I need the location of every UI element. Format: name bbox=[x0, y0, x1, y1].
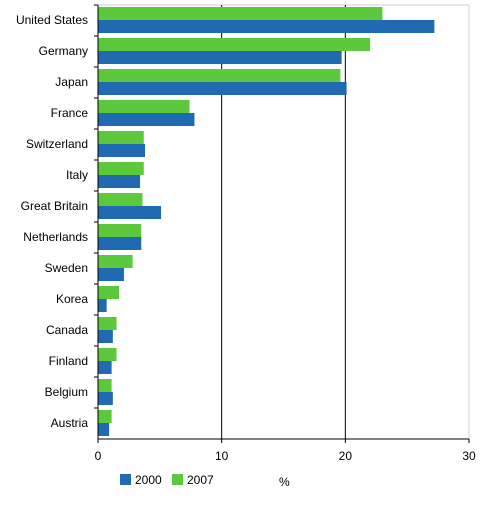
category-label: Sweden bbox=[45, 261, 88, 275]
category-label: Finland bbox=[49, 354, 88, 368]
bar-2007 bbox=[98, 317, 117, 330]
category-label: Korea bbox=[56, 292, 88, 306]
category-label: Netherlands bbox=[23, 230, 88, 244]
bar-2007 bbox=[98, 69, 341, 82]
bar-2007 bbox=[98, 286, 120, 299]
bar-2000 bbox=[98, 82, 347, 95]
x-tick-label: 10 bbox=[215, 449, 229, 463]
category-label: Great Britain bbox=[21, 199, 88, 213]
bar-2007 bbox=[98, 193, 143, 206]
bar-2000 bbox=[98, 268, 124, 281]
bar-2000 bbox=[98, 206, 162, 219]
category-label: Switzerland bbox=[26, 137, 88, 151]
legend-label: 2000 bbox=[135, 473, 162, 487]
x-tick-label: 30 bbox=[462, 449, 476, 463]
category-label: United States bbox=[16, 13, 88, 27]
category-label: Austria bbox=[51, 416, 89, 430]
bar-2000 bbox=[98, 299, 107, 312]
category-label: Belgium bbox=[45, 385, 88, 399]
bar-2007 bbox=[98, 162, 144, 175]
x-tick-label: 20 bbox=[339, 449, 353, 463]
bar-2000 bbox=[98, 20, 435, 33]
category-label: Canada bbox=[46, 323, 88, 337]
category-label: Italy bbox=[66, 168, 88, 182]
bar-2007 bbox=[98, 131, 144, 144]
category-label: France bbox=[51, 106, 89, 120]
bars-layer bbox=[98, 7, 435, 436]
unit-label: % bbox=[279, 475, 290, 489]
bar-2000 bbox=[98, 361, 112, 374]
category-label: Germany bbox=[39, 44, 88, 58]
legend-swatch-2007 bbox=[172, 474, 183, 485]
bar-2000 bbox=[98, 392, 113, 405]
bar-2007 bbox=[98, 38, 371, 51]
bar-2007 bbox=[98, 255, 133, 268]
bar-2007 bbox=[98, 224, 142, 237]
bar-2000 bbox=[98, 175, 141, 188]
legend-label: 2007 bbox=[187, 473, 214, 487]
category-label: Japan bbox=[55, 75, 88, 89]
bar-2000 bbox=[98, 113, 195, 126]
bar-2000 bbox=[98, 144, 145, 157]
bar-2000 bbox=[98, 330, 113, 343]
labels-layer: 0 10 20 30 United States Germany Japan France Sw… bbox=[16, 13, 476, 463]
bar-2000 bbox=[98, 51, 342, 64]
bar-2000 bbox=[98, 423, 110, 436]
bar-2000 bbox=[98, 237, 142, 250]
x-tick-label: 0 bbox=[95, 449, 102, 463]
axis-layer bbox=[94, 4, 470, 443]
bar-2007 bbox=[98, 7, 383, 20]
bar-2007 bbox=[98, 348, 117, 361]
bar-2007 bbox=[98, 100, 190, 113]
bar-2007 bbox=[98, 379, 112, 392]
legend: 2000 2007% bbox=[120, 473, 290, 489]
legend-swatch-2000 bbox=[120, 474, 131, 485]
bar-2007 bbox=[98, 410, 112, 423]
